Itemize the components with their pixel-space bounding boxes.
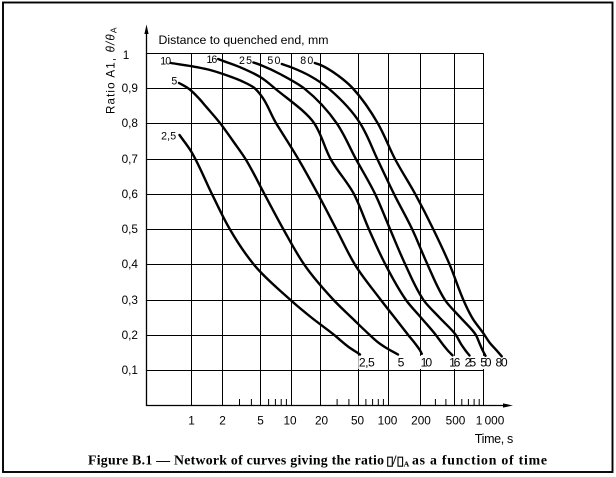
- svg-text:80: 80: [496, 356, 508, 370]
- svg-text:10: 10: [283, 414, 297, 428]
- svg-text:5: 5: [398, 356, 405, 370]
- svg-text:0,7: 0,7: [122, 152, 138, 166]
- svg-text:0,5: 0,5: [122, 222, 139, 236]
- svg-text:1 000: 1 000: [476, 414, 505, 428]
- svg-text:0,1: 0,1: [122, 363, 138, 377]
- svg-text:5: 5: [171, 76, 177, 88]
- svg-text:as a function of time: as a function of time: [412, 452, 547, 467]
- svg-text:50: 50: [480, 356, 492, 370]
- svg-text:16: 16: [449, 356, 461, 370]
- svg-text:100: 100: [378, 414, 398, 428]
- svg-text:Time, s: Time, s: [475, 432, 514, 446]
- svg-text:200: 200: [411, 414, 431, 428]
- svg-text:50: 50: [267, 55, 280, 67]
- svg-text:2,5: 2,5: [359, 356, 375, 370]
- svg-text:0,8: 0,8: [122, 116, 139, 130]
- svg-text:0,9: 0,9: [122, 81, 138, 95]
- svg-text:Figure B.1 — Network of curves: Figure B.1 — Network of curves giving th…: [88, 452, 384, 467]
- svg-text:2: 2: [219, 414, 226, 428]
- svg-text:25: 25: [465, 356, 477, 370]
- svg-text:1: 1: [123, 48, 130, 62]
- svg-text:0,3: 0,3: [122, 293, 139, 307]
- svg-text:10: 10: [421, 356, 433, 370]
- svg-text:10: 10: [160, 56, 171, 68]
- svg-text:Distance to quenched end, mm: Distance to quenched end, mm: [159, 33, 330, 47]
- svg-text:20: 20: [315, 414, 329, 428]
- svg-text:Ratio A1, θ/θA: Ratio A1, θ/θA: [105, 27, 119, 114]
- svg-text:5: 5: [257, 414, 264, 428]
- svg-text:A: A: [404, 460, 410, 469]
- svg-text:2,5: 2,5: [161, 131, 176, 143]
- svg-text:25: 25: [239, 55, 252, 67]
- svg-text:16: 16: [207, 54, 218, 66]
- svg-text:/: /: [392, 452, 397, 467]
- svg-text:50: 50: [351, 414, 365, 428]
- svg-text:0,2: 0,2: [122, 328, 138, 342]
- svg-text:0,6: 0,6: [122, 187, 139, 201]
- svg-text:1: 1: [188, 414, 195, 428]
- svg-text:500: 500: [446, 414, 466, 428]
- svg-text:80: 80: [300, 55, 313, 67]
- svg-text:0,4: 0,4: [122, 257, 139, 271]
